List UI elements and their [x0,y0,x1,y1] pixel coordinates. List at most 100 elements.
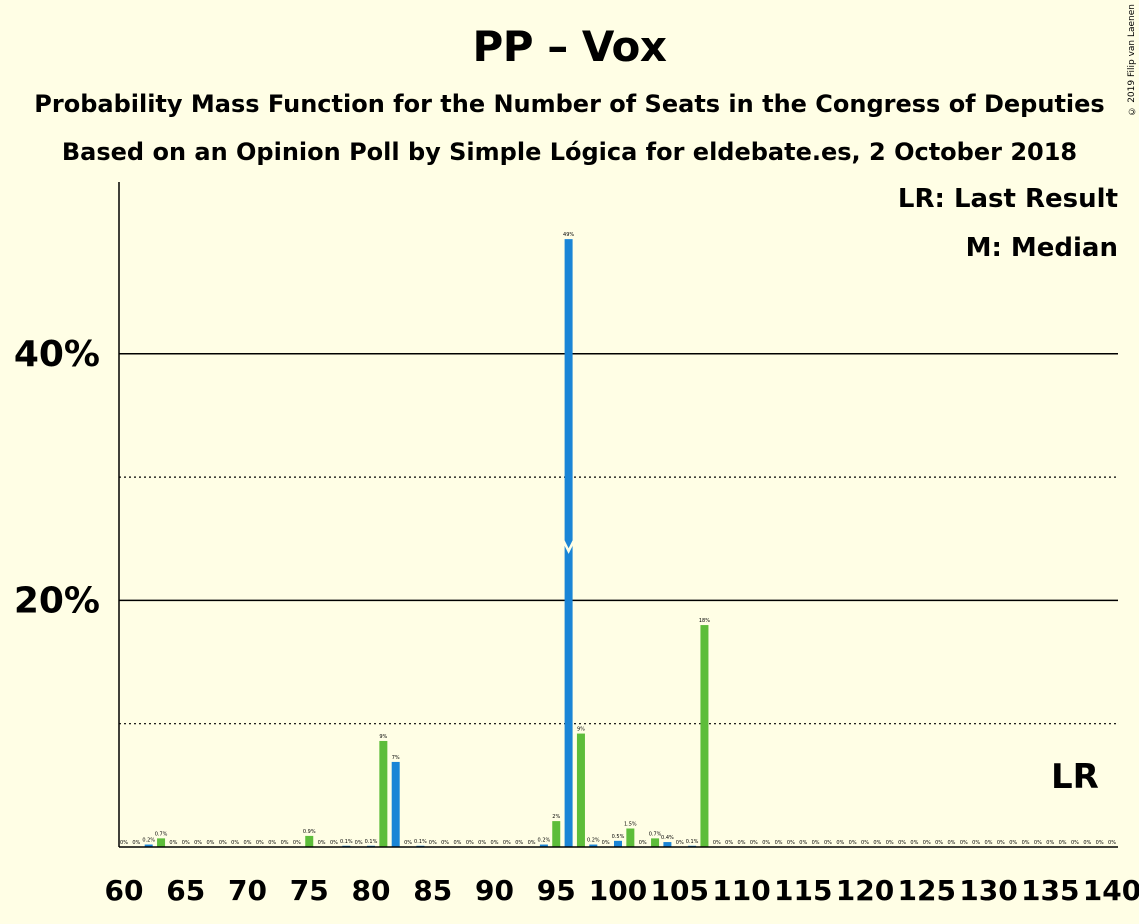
x-tick-label: 90 [475,874,514,907]
bar-label-86: 0% [441,840,449,846]
bar-label-100: 0.5% [612,834,625,840]
bar-label-132: 0% [1009,840,1017,846]
bar-label-115: 0% [799,840,807,846]
x-tick-label: 75 [290,874,329,907]
x-tick-label: 135 [1021,874,1079,907]
bar-label-101: 1.5% [624,822,637,828]
bar-94 [539,844,548,847]
markers: LR [562,540,1099,797]
bar-label-68: 0% [219,840,227,846]
last-result-marker: LR [1051,757,1099,797]
x-tick-labels: 60 65 70 75 80 85 90 95 100 105 110 115 120 125 130 135… [105,874,1139,907]
bar-95 [552,821,561,847]
bar-label-111: 0% [750,840,758,846]
x-tick-label: 60 [105,874,144,907]
bar-labels: 0% 0% 0.2%0.7%0% 0% 0% 0% 0% 0% 0% 0% 0% 0% 0%0.9%0%… [120,232,1116,846]
bar-label-69: 0% [231,840,239,846]
bar-label-61: 0% [132,840,140,846]
x-tick-label: 65 [166,874,205,907]
bar-75 [305,835,314,847]
bar-label-126: 0% [935,840,943,846]
bar-label-89: 0% [478,840,486,846]
x-tick-label: 105 [651,874,709,907]
bar-62 [144,844,153,847]
bar-label-130: 0% [985,840,993,846]
bar-label-112: 0% [762,840,770,846]
bar-label-108: 0% [713,840,721,846]
bar-label-92: 0% [515,840,523,846]
bar-label-122: 0% [886,840,894,846]
bar-label-73: 0% [281,840,289,846]
bar-label-93: 0% [528,840,536,846]
bar-label-103: 0.7% [649,831,662,837]
bar-label-71: 0% [256,840,264,846]
bar-103 [651,838,660,847]
bar-97 [576,733,585,847]
bar-label-131: 0% [997,840,1005,846]
bar-label-88: 0% [466,840,474,846]
bar-label-78: 0.1% [340,839,353,845]
bar-82 [391,761,400,847]
bar-label-74: 0% [293,840,301,846]
bar-label-106: 0.1% [686,839,699,845]
x-tick-label: 100 [589,874,647,907]
legend-median: M: Median [965,233,1118,263]
bar-label-80: 0.1% [365,839,378,845]
x-tick-label: 85 [413,874,452,907]
bar-label-72: 0% [268,840,276,846]
bar-label-134: 0% [1034,840,1042,846]
x-tick-label: 115 [774,874,832,907]
bar-label-114: 0% [787,840,795,846]
bar-label-136: 0% [1059,840,1067,846]
y-tick-label: 40% [14,334,100,375]
bar-label-119: 0% [849,840,857,846]
x-tick-label: 125 [898,874,956,907]
bar-label-140: 0% [1108,840,1116,846]
bar-label-139: 0% [1096,840,1104,846]
bar-label-105: 0% [676,840,684,846]
bar-label-135: 0% [1046,840,1054,846]
bar-label-83: 0% [404,840,412,846]
bar-label-81: 9% [379,734,387,740]
bar-label-94: 0.2% [538,838,551,844]
bar-label-82: 7% [392,755,400,761]
bar-101 [626,828,635,847]
bar-label-118: 0% [836,840,844,846]
chart-title: PP – Vox [472,22,667,71]
bar-label-137: 0% [1071,840,1079,846]
bar-label-60: 0% [120,840,128,846]
bar-label-66: 0% [194,840,202,846]
bar-label-138: 0% [1083,840,1091,846]
bar-label-113: 0% [775,840,783,846]
bar-label-76: 0% [318,840,326,846]
bar-label-120: 0% [861,840,869,846]
y-tick-label: 20% [14,580,100,621]
bar-label-85: 0% [429,840,437,846]
bar-81 [379,740,388,847]
bars [144,239,709,848]
bar-label-62: 0.2% [142,838,155,844]
bar-label-99: 0% [602,840,610,846]
bar-label-116: 0% [812,840,820,846]
chart-subtitle-1: Probability Mass Function for the Number… [34,90,1105,118]
bar-label-96: 49% [563,232,574,238]
y-tick-labels: 20% 40% [14,334,100,622]
bar-96 [564,239,573,848]
x-tick-label: 120 [836,874,894,907]
bar-label-125: 0% [923,840,931,846]
legend-last-result: LR: Last Result [897,184,1118,214]
bar-label-127: 0% [947,840,955,846]
x-tick-label: 110 [712,874,770,907]
bar-label-63: 0.7% [155,831,168,837]
x-tick-label: 130 [959,874,1017,907]
bar-label-97: 9% [577,727,585,733]
axes [118,182,1118,848]
bar-label-64: 0% [169,840,177,846]
bar-label-109: 0% [725,840,733,846]
bar-label-70: 0% [244,840,252,846]
gridlines [119,353,1118,725]
bar-label-95: 2% [552,814,560,820]
bar-label-90: 0% [491,840,499,846]
bar-label-117: 0% [824,840,832,846]
